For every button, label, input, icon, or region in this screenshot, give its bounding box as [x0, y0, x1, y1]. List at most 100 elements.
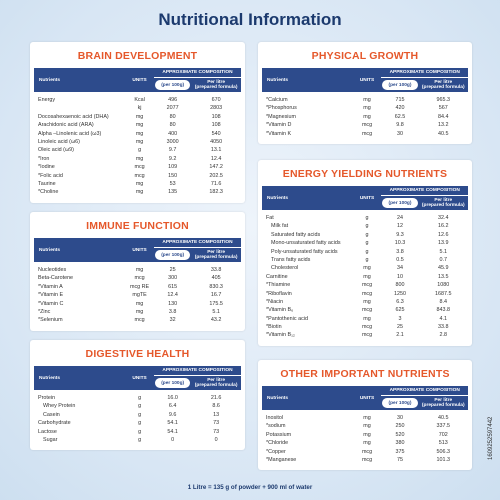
- unit: g: [138, 420, 142, 427]
- unit: g: [138, 395, 142, 401]
- header-nutrients: Nutrients: [39, 375, 61, 381]
- unit: g: [365, 231, 369, 238]
- per-litre-label: Per litre: [434, 80, 453, 85]
- nutrient-name: Cholesterol: [271, 265, 299, 272]
- per-litre-note: (prepared formula): [194, 85, 238, 90]
- per-litre-value: 108: [211, 122, 221, 129]
- table-row: Protein g 16.0 21.6: [34, 394, 241, 402]
- nutrient-name: *Thiamine: [266, 282, 291, 289]
- table-row: *Vitamin B₆ mcg 625 843.8: [262, 306, 468, 314]
- per-100g-value: 3000: [166, 138, 179, 145]
- per-litre-value: 2.8: [439, 332, 448, 339]
- per-litre-value: 147.2: [209, 164, 223, 171]
- table-row: Beta-Carotene mcg 300 405: [34, 274, 241, 282]
- table-row: *Vitamin K mcg 30 40.5: [262, 130, 468, 138]
- unit: mgTE: [132, 292, 147, 299]
- unit: mg: [135, 308, 144, 315]
- section-card: PHYSICAL GROWTH Nutrients UNITS APPROXIMATE…: [258, 42, 472, 144]
- per-litre-label: Per litre: [207, 378, 226, 383]
- table-header: Nutrients UNITS APPROXIMATE COMPOSITION (pe…: [34, 366, 241, 390]
- per-100g-value: 3: [398, 315, 402, 322]
- table-row: *Manganese mcg 75 101.3: [262, 456, 468, 464]
- per-100g-value: 80: [169, 122, 176, 129]
- unit: mcg: [134, 172, 145, 179]
- table-row: *Niacin mg 6.3 8.4: [262, 298, 468, 306]
- per-litre-value: 175.5: [209, 300, 223, 307]
- table-row: *Riboflavin mcg 1250 1687.5: [262, 290, 468, 298]
- nutrient-name: *Copper: [266, 448, 286, 455]
- table-row: Sugar g 0 0: [34, 436, 241, 444]
- per-litre-value: 4.1: [439, 315, 448, 322]
- table-body: Energy Kcal 496 670 kj 2077 2803 Docosahexaenoi…: [34, 96, 241, 197]
- per-litre-value: 0.7: [439, 256, 448, 263]
- header-approx: APPROXIMATE COMPOSITION: [381, 186, 468, 196]
- per-litre-value: 12.6: [438, 231, 449, 238]
- nutrient-name: [34, 104, 125, 112]
- table-row: Fat g 24 32.4: [262, 214, 468, 222]
- section-title: ENERGY YIELDING NUTRIENTS: [282, 168, 448, 180]
- unit: mcg: [361, 332, 373, 339]
- per-100g-value: 400: [168, 130, 178, 137]
- per-100g-value: 250: [395, 423, 405, 430]
- unit: mg: [363, 440, 371, 447]
- header-per-litre: Per litre (prepared formula): [419, 396, 468, 410]
- per-100g-value: 12: [396, 223, 403, 230]
- per-litre-note: (prepared formula): [421, 203, 465, 208]
- nutrient-name: Milk fat: [271, 223, 289, 230]
- table-row: *Phosphorus mg 420 567: [262, 104, 468, 112]
- per-litre-value: 33.8: [438, 324, 449, 331]
- nutrient-name: Protein: [38, 395, 56, 401]
- per-100g-value: 496: [168, 97, 178, 103]
- table-row: *Vitamin A mcg RE 615 830.3: [34, 283, 241, 291]
- per-litre-value: 13.1: [210, 147, 222, 154]
- nutrient-name: *Chloride: [266, 440, 289, 447]
- per-100g-value: 53: [169, 180, 176, 187]
- unit: mcg: [361, 130, 373, 137]
- nutrient-name: *Riboflavin: [266, 290, 292, 297]
- unit: mcg: [134, 317, 145, 324]
- nutrient-name: *Biotin: [266, 324, 282, 331]
- per-litre-value: 12.4: [210, 155, 222, 162]
- table-row: *Vitamin B₁₂ mcg 2.1 2.8: [262, 331, 468, 339]
- nutrient-name: *Iron: [38, 155, 50, 162]
- nutrient-name: *Vitamin E: [38, 292, 64, 299]
- per-100g-value: 24: [396, 215, 403, 221]
- table-row: *Magnesium mg 62.5 84.4: [262, 113, 468, 121]
- header-approx: APPROXIMATE COMPOSITION: [381, 68, 468, 78]
- table-row: Docosahexaenoic acid (DHA) mg 80 108: [34, 113, 241, 121]
- per-100g-value: 3.8: [396, 248, 404, 255]
- table-row: Mono-unsaturated fatty acids g 10.3 13.9: [262, 239, 468, 247]
- per-litre-value: 670: [211, 97, 221, 103]
- per-100g-value: 9.2: [168, 155, 177, 162]
- section-title: BRAIN DEVELOPMENT: [77, 50, 198, 62]
- nutrient-name: *Vitamin D: [266, 122, 292, 129]
- table-row: Trans fatty acids g 0.5 0.7: [262, 256, 468, 264]
- section-card: IMMUNE FUNCTION Nutrients UNITS APPROXIMATE…: [30, 212, 245, 331]
- table-row: Alpha –Linolenic acid (ω3) mg 400 540: [34, 130, 241, 138]
- per-100g-value: 6.3: [396, 298, 404, 305]
- nutrient-name: Whey Protein: [43, 403, 76, 410]
- unit: mcg: [361, 307, 373, 314]
- per-litre-value: 73: [213, 428, 220, 435]
- header-per-100g: (per 100g): [155, 80, 191, 90]
- unit: mg: [363, 113, 371, 120]
- nutrient-name: Potassium: [266, 431, 292, 438]
- nutrient-name: Inositol: [266, 415, 284, 421]
- table-row: *Thiamine mcg 800 1080: [262, 281, 468, 289]
- per-litre-value: 108: [211, 113, 221, 120]
- table-row: *Chloride mg 380 513: [262, 439, 468, 447]
- nutrient-name: *Pantothenic acid: [266, 315, 308, 322]
- unit: Kcal: [134, 97, 145, 103]
- table-header: Nutrients UNITS APPROXIMATE COMPOSITION (pe…: [34, 238, 241, 262]
- per-100g-value: 800: [395, 282, 405, 289]
- per-litre-value: 337.5: [436, 423, 451, 430]
- header-per-litre: Per litre (prepared formula): [419, 78, 468, 92]
- per-litre-value: 13.5: [438, 273, 449, 280]
- table-row: *Selenium mcg 32 43.2: [34, 316, 241, 324]
- per-litre-value: 84.4: [438, 113, 449, 120]
- section-title: IMMUNE FUNCTION: [86, 220, 189, 232]
- unit: g: [138, 428, 142, 435]
- unit: mg: [135, 267, 144, 273]
- table-row: Energy Kcal 496 670: [34, 96, 241, 104]
- nutrient-name: *Folic acid: [38, 172, 63, 179]
